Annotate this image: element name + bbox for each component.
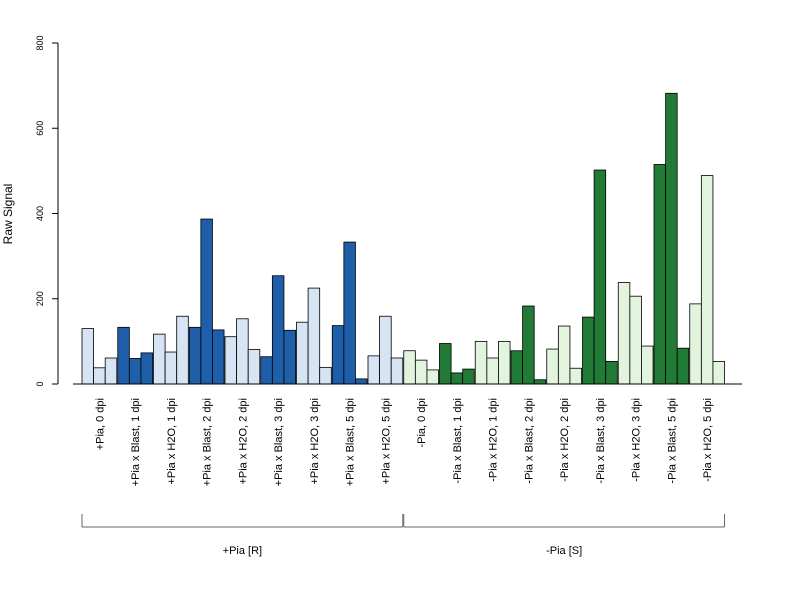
y-axis-label: Raw Signal (1, 184, 15, 245)
bar (164, 351, 178, 385)
bar (439, 343, 452, 385)
bar (212, 329, 225, 385)
bars-layer (81, 92, 725, 385)
x-tick-label: +Pia x H2O, 2 dpi (237, 398, 249, 485)
x-tick-label: +Pia, 0 dpi (94, 398, 106, 450)
x-tick-label: +Pia x Blast, 2 dpi (202, 398, 214, 486)
bar (117, 326, 130, 385)
bar (283, 329, 296, 385)
x-tick-label: -Pia x H2O, 3 dpi (631, 398, 643, 482)
bar (450, 372, 464, 385)
bar (629, 295, 642, 385)
bar (522, 305, 535, 385)
x-tick-label: -Pia, 0 dpi (416, 398, 428, 448)
x-tick-labels: +Pia, 0 dpi +Pia x Blast, 1 dpi +Pia x H2O… (94, 398, 714, 486)
group-label: -Pia [S] (546, 545, 582, 557)
bar (665, 92, 678, 385)
bar (200, 218, 213, 385)
bar (247, 349, 261, 385)
x-tick-label: -Pia x Blast, 2 dpi (523, 398, 535, 484)
bar (260, 356, 273, 385)
bar (486, 357, 499, 385)
bar (176, 315, 189, 385)
x-tick-label: -Pia x Blast, 1 dpi (452, 398, 464, 484)
bar (617, 282, 631, 385)
bar (224, 336, 238, 385)
bar (367, 355, 381, 385)
bar (557, 325, 571, 385)
bar (533, 379, 547, 385)
bar (271, 275, 285, 385)
x-tick-label: +Pia x H2O, 5 dpi (380, 398, 392, 485)
x-tick-label: -Pia x H2O, 2 dpi (559, 398, 571, 482)
bar (546, 348, 559, 385)
bar (403, 350, 416, 385)
bar (93, 367, 106, 385)
y-tick-label: 0 (35, 381, 45, 386)
bar (343, 241, 356, 385)
x-tick-label: +Pia x H2O, 1 dpi (166, 398, 178, 485)
bar (296, 321, 309, 385)
bar (474, 340, 488, 385)
bar (676, 347, 690, 385)
x-tick-label: +Pia x Blast, 3 dpi (273, 398, 285, 486)
bar (426, 369, 439, 385)
bar (641, 345, 654, 385)
x-tick-label: -Pia x Blast, 5 dpi (666, 398, 678, 484)
x-tick-label: +Pia x H2O, 3 dpi (309, 398, 321, 485)
group-label: +Pia [R] (223, 545, 262, 557)
bar (712, 361, 725, 385)
bar (689, 303, 702, 385)
x-tick-label: -Pia x H2O, 5 dpi (702, 398, 714, 482)
bar (319, 366, 332, 385)
bar (307, 287, 321, 385)
bar (582, 316, 595, 385)
bar (188, 326, 202, 385)
bar (331, 325, 345, 385)
bar (81, 328, 95, 385)
bar (414, 359, 428, 385)
group-brackets: +Pia [R] -Pia [S] (81, 514, 726, 557)
x-tick-label: +Pia x Blast, 5 dpi (345, 398, 357, 486)
y-axis: 0 200 400 600 800 (35, 35, 59, 387)
bar (510, 350, 524, 385)
y-tick-label: 200 (35, 291, 45, 306)
x-tick-label: +Pia x Blast, 1 dpi (130, 398, 142, 486)
bar (462, 368, 475, 385)
y-tick-label: 800 (35, 35, 45, 50)
bar (605, 361, 618, 385)
x-tick-label: -Pia x Blast, 3 dpi (595, 398, 607, 484)
bar (390, 357, 404, 385)
bar (498, 340, 511, 385)
bar (153, 333, 166, 385)
bar (104, 357, 118, 385)
bar (569, 367, 582, 385)
bar (128, 358, 142, 385)
bar (140, 352, 153, 385)
bar (379, 315, 392, 385)
bar (700, 175, 714, 385)
bar (653, 164, 667, 385)
bar (593, 169, 607, 385)
bar (236, 318, 249, 385)
y-tick-label: 400 (35, 206, 45, 221)
bar (355, 378, 368, 385)
x-tick-label: -Pia x H2O, 1 dpi (488, 398, 500, 482)
y-tick-label: 600 (35, 121, 45, 136)
